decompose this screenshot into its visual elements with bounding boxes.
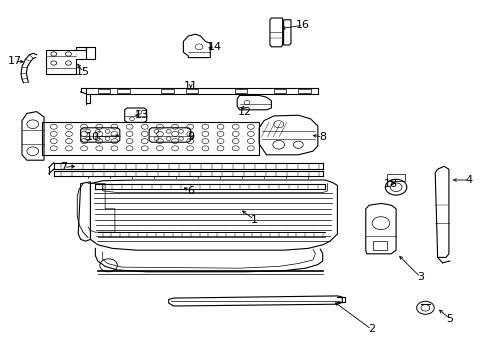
Bar <box>298 89 310 93</box>
Bar <box>386 174 404 181</box>
Bar <box>273 89 285 93</box>
Text: 5: 5 <box>446 314 452 324</box>
Text: 12: 12 <box>237 107 251 117</box>
Bar <box>117 89 129 93</box>
Text: 3: 3 <box>416 272 423 282</box>
Text: 2: 2 <box>367 324 374 334</box>
Bar <box>185 89 198 93</box>
Text: 15: 15 <box>76 67 90 77</box>
Text: 18: 18 <box>384 179 397 189</box>
Text: 14: 14 <box>208 42 222 52</box>
Text: 17: 17 <box>8 56 21 66</box>
Text: 13: 13 <box>135 110 148 120</box>
Text: 9: 9 <box>187 132 194 142</box>
Bar <box>234 89 246 93</box>
Text: 7: 7 <box>60 162 67 172</box>
Text: 16: 16 <box>296 20 309 30</box>
Text: 8: 8 <box>319 132 325 142</box>
Bar <box>372 241 386 250</box>
Bar <box>98 89 110 93</box>
Bar <box>161 89 173 93</box>
Text: 11: 11 <box>183 81 197 91</box>
Text: 4: 4 <box>465 175 472 185</box>
Text: 10: 10 <box>86 132 100 142</box>
Text: 1: 1 <box>250 215 257 225</box>
Text: 6: 6 <box>187 186 194 196</box>
